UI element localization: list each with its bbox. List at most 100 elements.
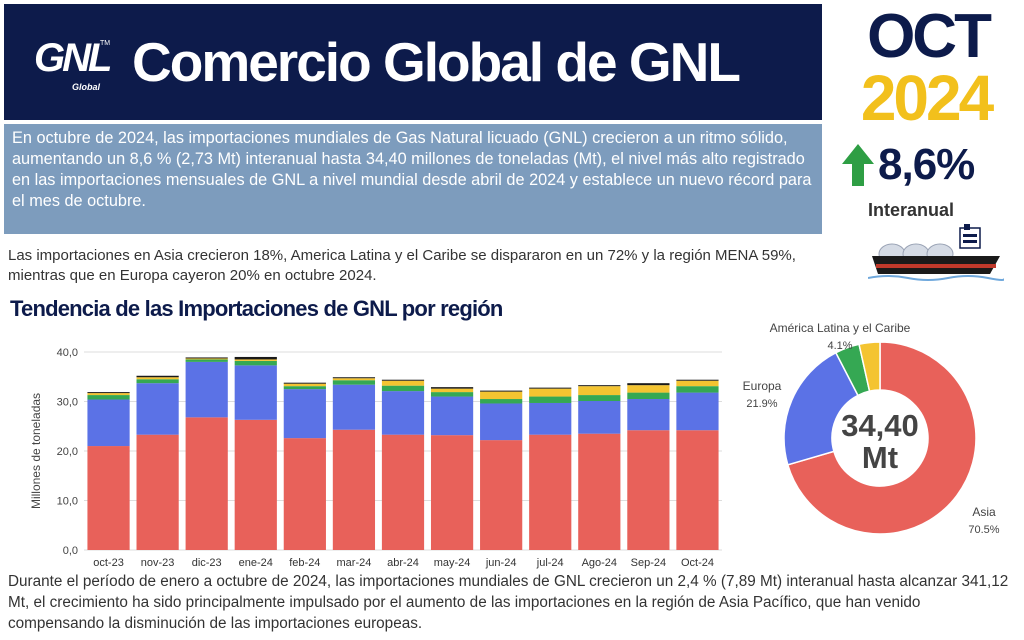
growth-indicator: 8,6% (842, 140, 1012, 190)
bar-segment (676, 380, 719, 387)
bar-segment (87, 393, 130, 396)
bar-segment (87, 395, 130, 400)
x-tick-label: jul-24 (536, 557, 564, 569)
bar-segment (136, 375, 179, 378)
bar-segment (676, 392, 719, 431)
bar-segment (578, 385, 621, 387)
page-title: Comercio Global de GNL (132, 31, 741, 93)
x-tick-label: oct-23 (93, 557, 124, 569)
pie-slice (786, 341, 977, 535)
regional-summary: Las importaciones en Asia crecieron 18%,… (8, 247, 796, 284)
bar-segment (676, 379, 719, 381)
bar-segment (381, 379, 425, 381)
bar-segment (578, 433, 621, 550)
bar-segment (136, 379, 179, 384)
y-tick-label: 0,0 (63, 545, 78, 557)
donut-center-unit: Mt (862, 440, 898, 475)
bar-segment (381, 434, 425, 550)
footer-paragraph: Durante el período de enero a octubre de… (8, 573, 1009, 632)
bar-segment (234, 419, 277, 550)
bar-segment (430, 387, 474, 389)
x-tick-label: may-24 (434, 557, 471, 569)
bar-segment (283, 389, 326, 439)
bar-segment (529, 434, 572, 550)
bar-segment (480, 390, 523, 392)
region-donut-chart: Asia 70.5% Europa 21.9% América Latina y el … (743, 321, 1000, 536)
bar-segment (332, 384, 376, 430)
bar-segment (578, 401, 621, 434)
bar-segment (480, 391, 523, 400)
bar-segment (283, 383, 326, 387)
pie-slice-percent: 21.9% (746, 398, 777, 410)
pie-slice (858, 341, 881, 393)
bar-segment (185, 357, 228, 359)
pie-slice-percent: 70.5% (968, 524, 999, 536)
bar-segment (529, 387, 572, 389)
x-tick-label: nov-23 (141, 557, 175, 569)
up-arrow-icon (842, 144, 874, 186)
bar-segment (480, 440, 523, 550)
bar-segment (627, 383, 670, 386)
bar-segment (234, 356, 277, 360)
bar-segment (234, 365, 277, 420)
bar-segment (676, 430, 719, 550)
x-tick-label: ene-24 (239, 557, 273, 569)
bar-segment (676, 386, 719, 393)
bar-segment (627, 385, 670, 393)
pie-slice-name: América Latina y el Caribe (770, 321, 911, 335)
bar-segment (381, 380, 425, 386)
y-tick-label: 10,0 (57, 496, 78, 508)
bar-segment (136, 383, 179, 435)
x-tick-label: Oct-24 (681, 557, 714, 569)
period-year: 2024 (860, 62, 994, 134)
bar-segment (234, 359, 277, 361)
donut-center-value: 34,40 (841, 408, 919, 443)
bar-segment (627, 392, 670, 400)
x-tick-label: mar-24 (337, 557, 372, 569)
pie-slice (783, 351, 859, 466)
logo-sub-text: Global (72, 82, 101, 92)
pie-slice-name: Asia (972, 505, 996, 519)
bar-segment (578, 386, 621, 396)
y-axis-label: Millones de toneladas (29, 393, 43, 509)
x-tick-label: jun-24 (485, 557, 517, 569)
logo-main-text: GNL (34, 36, 112, 80)
gnl-global-logo: GNL Global TM (34, 38, 112, 96)
bar-segment (480, 399, 523, 404)
x-tick-label: Sep-24 (631, 557, 666, 569)
bar-segment (430, 392, 474, 397)
bar-segment (136, 377, 179, 380)
x-tick-label: dic-23 (192, 557, 222, 569)
growth-value: 8,6% (878, 140, 975, 189)
bar-segment (234, 360, 277, 366)
bar-segment (332, 377, 376, 379)
chart-title: Tendencia de las Importaciones de GNL po… (10, 296, 503, 321)
pie-slice-percent: 4.1% (827, 340, 852, 352)
x-tick-label: Ago-24 (582, 557, 617, 569)
bar-segment (627, 399, 670, 431)
bar-segment (283, 382, 326, 384)
bar-segment (529, 396, 572, 403)
bar-segment (332, 378, 376, 381)
pie-slice-name: Europa (743, 379, 782, 393)
bar-segment (87, 399, 130, 447)
bar-segment (136, 434, 179, 550)
y-tick-label: 40,0 (57, 347, 78, 359)
lng-tanker-icon (868, 224, 1004, 281)
bar-segment (185, 358, 228, 360)
bar-segment (283, 386, 326, 390)
header-banner: GNL Global TM Comercio Global de GNL (4, 4, 822, 120)
bar-segment (185, 361, 228, 418)
bar-segment (529, 402, 572, 435)
growth-label: Interanual (868, 200, 955, 220)
bar-segment (430, 396, 474, 436)
bar-segment (185, 359, 228, 362)
stacked-bar-chart: 0,0 10,0 20,0 30,0 40,0 Millones de toneladas… (29, 347, 722, 569)
bar-segment (381, 385, 425, 392)
bar-segment (430, 435, 474, 550)
period-month: OCT (867, 2, 992, 71)
y-tick-label: 30,0 (57, 397, 78, 409)
intro-paragraph: En octubre de 2024, las importaciones mu… (4, 124, 822, 234)
x-tick-label: abr-24 (387, 557, 419, 569)
logo-trademark: TM (100, 40, 111, 47)
